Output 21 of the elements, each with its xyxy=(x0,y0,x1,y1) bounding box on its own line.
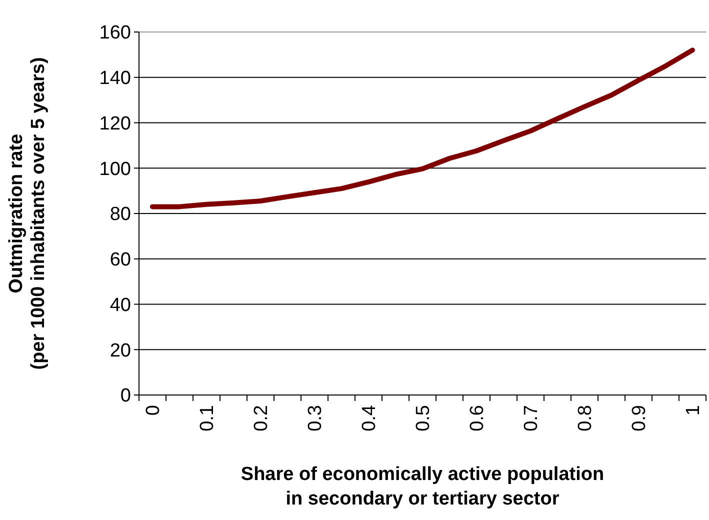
y-tick-label: 100 xyxy=(99,158,131,180)
x-tick-label: 0.2 xyxy=(251,405,272,432)
x-tick-label: 0.5 xyxy=(413,405,434,432)
x-axis-title: Share of economically active population in secondary or tertiary sector xyxy=(240,464,604,510)
x-tick-label: 1 xyxy=(683,405,704,416)
y-tick-label: 20 xyxy=(110,340,131,362)
y-tick-label: 80 xyxy=(110,204,131,226)
x-tick-label: 0.6 xyxy=(467,405,488,432)
x-tick-label: 0.7 xyxy=(521,405,542,432)
y-tick-label: 120 xyxy=(99,113,131,134)
x-tick-label: 0.1 xyxy=(197,405,218,432)
x-tick-label: 0.4 xyxy=(359,404,380,432)
x-tick-label: 0 xyxy=(143,405,164,416)
y-tick-label: 40 xyxy=(110,294,131,316)
y-axis-title: Outmigration rate (per 1000 inhabitants over 5 years) xyxy=(6,57,49,370)
y-tick-label: 60 xyxy=(110,250,131,271)
y-tick-label: 160 xyxy=(99,22,131,44)
y-tick-label: 140 xyxy=(99,68,131,90)
x-tick-label: 0.8 xyxy=(575,405,596,432)
x-tick-label: 0.3 xyxy=(305,405,326,432)
x-tick-label: 0.9 xyxy=(629,405,650,432)
